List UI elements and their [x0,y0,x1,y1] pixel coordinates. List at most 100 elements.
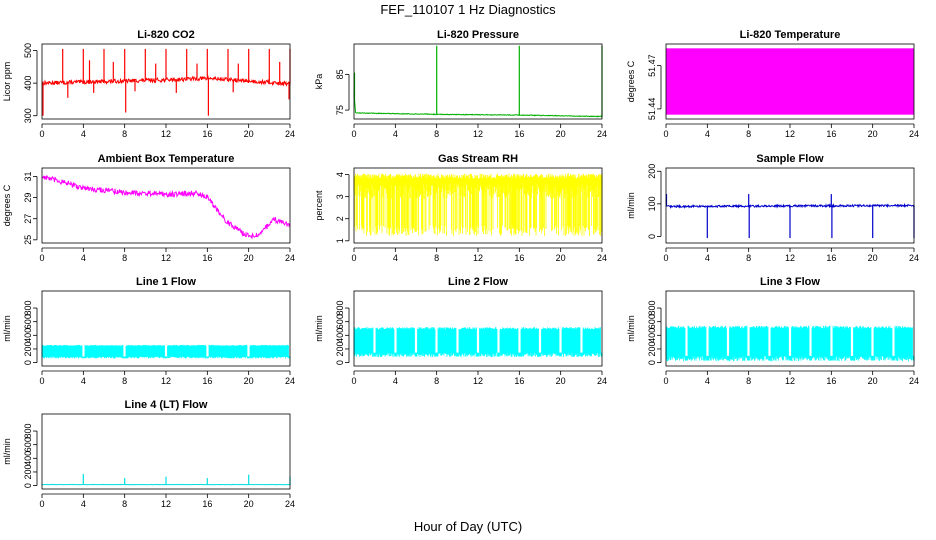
x-tick-label: 0 [39,129,44,139]
x-tick-label: 20 [556,253,566,263]
x-tick-label: 24 [597,129,607,139]
x-tick-label: 0 [39,499,44,509]
x-tick-label: 16 [826,253,836,263]
y-tick-label: 85 [335,69,345,79]
x-axis: 0 4 8 12 16 20 24 [351,370,607,386]
x-tick-label: 8 [746,376,751,386]
x-tick-label: 16 [514,129,524,139]
series-line [41,344,291,359]
y-axis: 75 85 kPa [314,69,350,115]
y-tick-label: 200 [335,341,345,356]
series-line [665,325,915,362]
x-tick-label: 8 [122,499,127,509]
x-tick-label: 24 [909,253,919,263]
x-tick-label: 16 [514,253,524,263]
x-axis: 0 4 8 12 16 20 24 [39,370,295,386]
y-tick-label: 400 [23,76,33,91]
figure-x-axis-title: Hour of Day (UTC) [414,519,522,534]
plot-frame [353,43,603,120]
y-tick-label: 25 [23,235,33,245]
y-tick-label: 800 [23,301,33,316]
x-axis: 0 4 8 12 16 20 24 [663,370,919,386]
y-tick-label: 75 [335,105,345,115]
x-tick-label: 4 [393,129,398,139]
y-tick-label: 2 [335,216,345,221]
y-tick-label: 0 [23,483,33,488]
x-tick-label: 24 [285,253,295,263]
x-tick-label: 20 [868,129,878,139]
panel-title: Gas Stream RH [438,153,518,165]
y-tick-label: 400 [23,328,33,343]
series-line [353,327,603,358]
plot-frame [665,167,915,244]
x-tick-label: 24 [285,376,295,386]
y-tick-label: 0 [335,360,345,365]
y-tick-label: 300 [23,108,33,123]
y-axis-label: degrees C [626,60,636,102]
x-tick-label: 4 [393,253,398,263]
x-tick-label: 16 [514,376,524,386]
x-tick-label: 24 [285,129,295,139]
x-tick-label: 8 [434,376,439,386]
panel-title: Line 3 Flow [760,276,820,288]
chart-panel: Li-820 CO2 0 4 8 12 16 20 24 300 400 500 Licor ppm [2,29,295,139]
plot-frame [41,167,291,244]
x-tick-label: 0 [39,253,44,263]
series-area [666,48,914,115]
chart-panel: Li-820 Temperature 0 4 8 12 16 20 24 51.44 51.47 d… [626,29,919,139]
x-tick-label: 16 [826,376,836,386]
panel-title: Sample Flow [756,153,824,165]
x-tick-label: 8 [434,129,439,139]
x-tick-label: 4 [705,376,710,386]
y-axis: 51.44 51.47 degrees C [626,54,662,120]
x-tick-label: 12 [161,376,171,386]
x-tick-label: 24 [597,376,607,386]
x-tick-label: 24 [909,376,919,386]
series-line [41,174,291,239]
x-tick-label: 0 [351,376,356,386]
figure-title: FEF_110107 1 Hz Diagnostics [380,2,556,17]
y-tick-label: 29 [23,193,33,203]
plot-frame [41,413,291,490]
series-line [665,194,915,239]
y-tick-label: 800 [647,301,657,316]
plot-frame [353,290,603,367]
x-tick-label: 20 [244,129,254,139]
y-axis-label: ml/min [626,315,636,342]
x-tick-label: 4 [705,129,710,139]
y-tick-label: 1 [335,238,345,243]
x-tick-label: 20 [556,376,566,386]
plot-frame [41,43,291,120]
y-axis-label: ml/min [626,192,636,219]
plot-frame [665,43,915,120]
series-line [666,48,914,115]
plot-frame [41,290,291,367]
y-tick-label: 0 [647,234,657,239]
y-tick-label: 0 [23,360,33,365]
y-tick-label: 600 [23,314,33,329]
x-tick-label: 12 [473,253,483,263]
panel-title: Li-820 CO2 [137,29,194,41]
series-line [353,173,603,237]
panel-title: Li-820 Temperature [740,29,841,41]
y-tick-label: 31 [23,171,33,181]
y-axis-label: ml/min [2,438,12,465]
y-tick-label: 4 [335,172,345,177]
panel-title: Li-820 Pressure [437,29,519,41]
x-tick-label: 16 [202,499,212,509]
x-axis: 0 4 8 12 16 20 24 [351,247,607,263]
x-tick-label: 0 [663,129,668,139]
x-axis: 0 4 8 12 16 20 24 [39,123,295,139]
panel-title: Line 2 Flow [448,276,508,288]
plot-frame [665,290,915,367]
y-tick-label: 600 [647,314,657,329]
y-axis: 300 400 500 Licor ppm [2,43,38,123]
chart-panel: Line 4 (LT) Flow 0 4 8 12 16 20 24 0 200400600800… [2,399,295,509]
y-tick-label: 200 [23,464,33,479]
series-line [41,474,291,486]
y-axis: 25 27 29 31 degrees C [2,171,38,245]
